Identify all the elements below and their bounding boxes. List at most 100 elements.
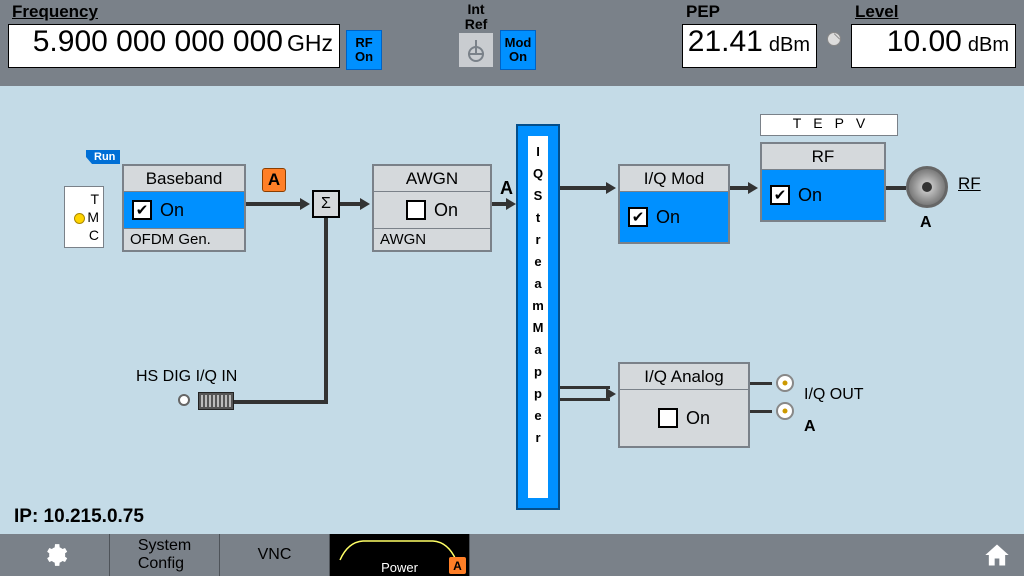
ref-oscillator-icon xyxy=(458,32,494,68)
arrow-icon xyxy=(506,198,516,210)
iq-mod-body[interactable]: ✔ On xyxy=(620,192,728,242)
ref-line1: Int xyxy=(467,2,484,16)
frequency-unit: GHz xyxy=(287,30,333,57)
bottom-bar: System Config VNC Power A xyxy=(0,534,1024,576)
pep-value: 21.41 xyxy=(688,25,763,59)
tmc-panel[interactable]: T M C xyxy=(64,186,104,248)
iq-stream-mapper[interactable]: IQStreamMapper xyxy=(516,124,560,510)
iq-out-connector-icon xyxy=(776,402,794,420)
wire xyxy=(324,218,328,404)
arrow-icon xyxy=(300,198,310,210)
hs-dig-led-icon xyxy=(178,394,190,406)
iq-analog-body[interactable]: On xyxy=(620,390,748,446)
reset-indicator-icon xyxy=(827,32,841,46)
arrow-icon xyxy=(606,388,616,400)
wire xyxy=(560,386,610,389)
baseband-checkbox[interactable]: ✔ xyxy=(132,200,152,220)
awgn-block[interactable]: AWGN On AWGN xyxy=(372,164,492,252)
iq-out-label: I/Q OUT xyxy=(804,386,864,404)
signal-flow-diagram: Run T M C Baseband ✔ On OFDM Gen. A Σ AW… xyxy=(0,86,1024,534)
arrow-icon xyxy=(360,198,370,210)
mod-pill-line1: Mod xyxy=(505,36,532,50)
awgn-state: On xyxy=(434,200,458,221)
arrow-icon xyxy=(748,182,758,194)
settings-button[interactable] xyxy=(0,534,110,576)
wire xyxy=(750,410,772,413)
iq-mod-checkbox[interactable]: ✔ xyxy=(628,207,648,227)
pep-field[interactable]: 21.41 dBm xyxy=(682,24,817,68)
frequency-field[interactable]: 5.900 000 000 000 GHz xyxy=(8,24,340,68)
rf-checkbox[interactable]: ✔ xyxy=(770,185,790,205)
awgn-checkbox[interactable] xyxy=(406,200,426,220)
iq-mod-block[interactable]: I/Q Mod ✔ On xyxy=(618,164,730,244)
level-field[interactable]: 10.00 dBm xyxy=(851,24,1016,68)
sigma-node[interactable]: Σ xyxy=(312,190,340,218)
channel-a-badge: A xyxy=(262,168,286,192)
iq-mod-state: On xyxy=(656,207,680,228)
rf-pill-line1: RF xyxy=(355,36,372,50)
baseband-state: On xyxy=(160,200,184,221)
hs-dig-label: HS DIG I/Q IN xyxy=(136,368,237,386)
iq-stream-mapper-label: IQStreamMapper xyxy=(528,136,548,498)
run-tag: Run xyxy=(86,150,120,164)
rf-body[interactable]: ✔ On xyxy=(762,170,884,220)
power-label: Power xyxy=(381,560,418,575)
iq-out-connector-icon xyxy=(776,374,794,392)
int-ref-block[interactable]: Int Ref xyxy=(458,2,494,68)
rf-out-channel: A xyxy=(920,214,932,232)
home-icon xyxy=(983,541,1011,569)
baseband-subtitle: OFDM Gen. xyxy=(124,228,244,250)
wire xyxy=(886,186,906,190)
rf-on-pill[interactable]: RF On xyxy=(346,30,382,70)
home-button[interactable] xyxy=(970,534,1024,576)
iq-analog-checkbox[interactable] xyxy=(658,408,678,428)
tmc-m-row: M xyxy=(65,208,99,226)
system-config-button[interactable]: System Config xyxy=(110,534,220,576)
wire xyxy=(560,186,610,190)
power-a-badge: A xyxy=(449,557,466,574)
rf-state: On xyxy=(798,185,822,206)
baseband-body[interactable]: ✔ On xyxy=(124,192,244,228)
awgn-out-label: A xyxy=(500,178,513,199)
rf-connector-icon xyxy=(906,166,948,208)
pep-group: PEP 21.41 dBm xyxy=(682,2,817,68)
wire xyxy=(560,398,610,401)
top-bar: Frequency 5.900 000 000 000 GHz RF On In… xyxy=(0,0,1024,86)
pep-label: PEP xyxy=(682,2,817,22)
baseband-block[interactable]: Baseband ✔ On OFDM Gen. xyxy=(122,164,246,252)
ref-line2: Ref xyxy=(465,17,488,31)
rf-block[interactable]: RF ✔ On xyxy=(760,142,886,222)
iq-out-channel: A xyxy=(804,418,816,436)
power-graph-tab[interactable]: Power A xyxy=(330,534,470,576)
pep-unit: dBm xyxy=(769,34,810,57)
wire xyxy=(246,202,302,206)
vnc-button[interactable]: VNC xyxy=(220,534,330,576)
awgn-title: AWGN xyxy=(374,166,490,192)
tmc-c-row: C xyxy=(65,226,99,244)
level-group: Level 10.00 dBm xyxy=(851,2,1016,68)
awgn-body[interactable]: On xyxy=(374,192,490,228)
tepv-indicator: TEPV xyxy=(760,114,898,136)
hs-dig-port-icon xyxy=(198,392,234,410)
awgn-subtitle: AWGN xyxy=(374,228,490,250)
iq-analog-state: On xyxy=(686,408,710,429)
ip-address: IP: 10.215.0.75 xyxy=(14,506,144,528)
iq-mod-title: I/Q Mod xyxy=(620,166,728,192)
gear-icon xyxy=(42,542,68,568)
wire xyxy=(340,202,362,206)
arrow-icon xyxy=(606,182,616,194)
frequency-label[interactable]: Frequency xyxy=(8,2,340,22)
wire xyxy=(750,382,772,385)
level-label[interactable]: Level xyxy=(851,2,1016,22)
mod-on-pill[interactable]: Mod On xyxy=(500,30,536,70)
frequency-group: Frequency 5.900 000 000 000 GHz xyxy=(8,2,340,68)
rf-title: RF xyxy=(762,144,884,170)
mod-pill-line2: On xyxy=(509,50,527,64)
rf-out-label[interactable]: RF xyxy=(958,174,981,194)
baseband-title: Baseband xyxy=(124,166,244,192)
level-unit: dBm xyxy=(968,34,1009,57)
frequency-value: 5.900 000 000 000 xyxy=(33,25,283,59)
wire xyxy=(234,400,324,404)
tmc-t-row: T xyxy=(65,190,99,208)
iq-analog-block[interactable]: I/Q Analog On xyxy=(618,362,750,448)
